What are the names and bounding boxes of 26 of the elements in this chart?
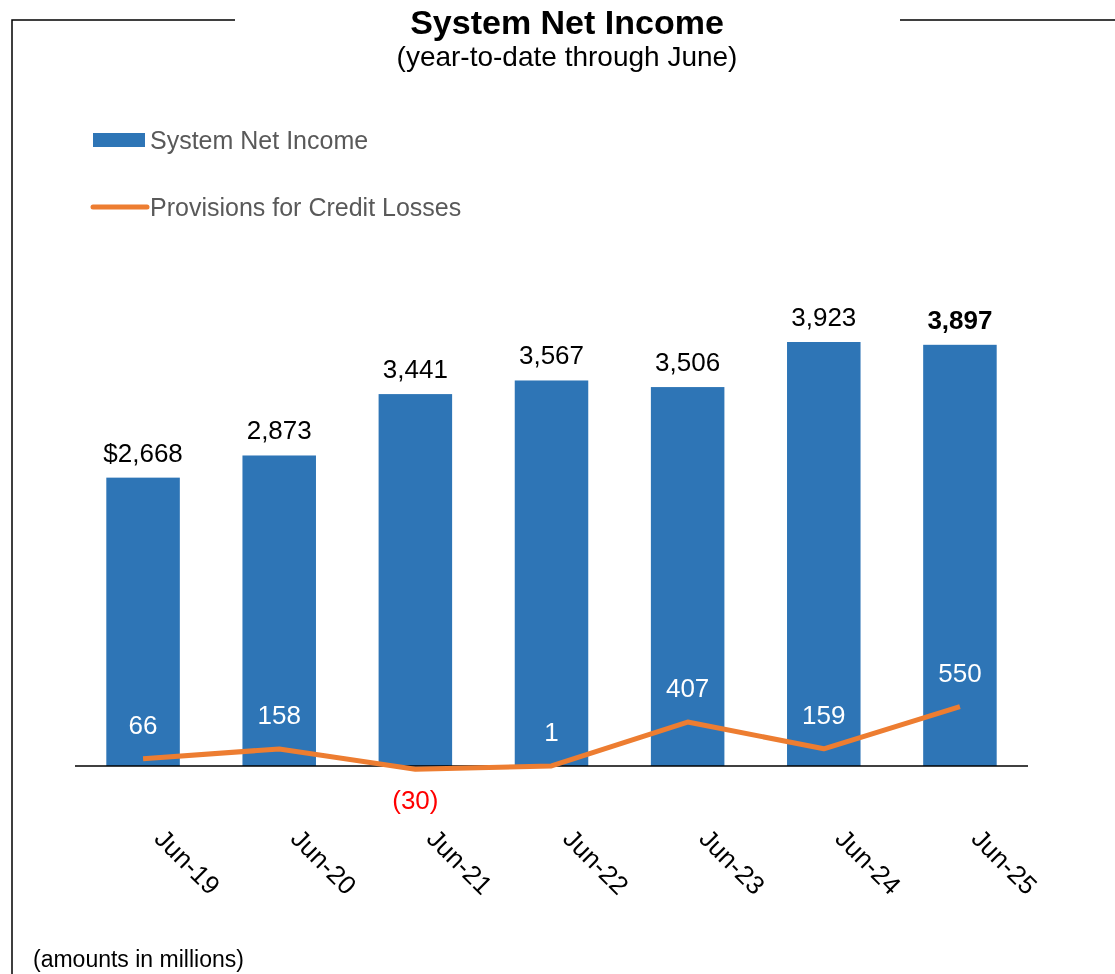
- data-label: 1: [544, 716, 559, 747]
- bar: [106, 477, 180, 766]
- bar: [242, 455, 316, 766]
- data-label: (30): [392, 785, 439, 816]
- data-label: 550: [938, 657, 982, 688]
- bar: [514, 380, 589, 766]
- data-label: 3,923: [791, 302, 857, 332]
- legend-label: System Net Income: [150, 126, 369, 154]
- text: (amounts in millions): [33, 946, 244, 972]
- bar: [787, 342, 861, 766]
- data-label: 407: [665, 673, 710, 704]
- bar: [650, 387, 725, 766]
- data-label: 3,897: [927, 304, 993, 335]
- data-label: 3,506: [655, 347, 721, 378]
- bar: [923, 344, 997, 766]
- legend-label: Provisions for Credit Losses: [150, 193, 462, 221]
- chart-title: System Net Income: [410, 3, 724, 41]
- data-label: 66: [128, 709, 158, 740]
- data-label: 2,873: [246, 415, 312, 446]
- data-label: 159: [802, 699, 846, 730]
- data-label: $2,668: [103, 437, 183, 468]
- data-label: 158: [257, 699, 301, 730]
- data-label: 3,441: [382, 354, 448, 385]
- bar: [378, 394, 453, 766]
- data-label: 3,567: [518, 340, 585, 371]
- chart-subtitle: (year-to-date through June): [396, 41, 738, 72]
